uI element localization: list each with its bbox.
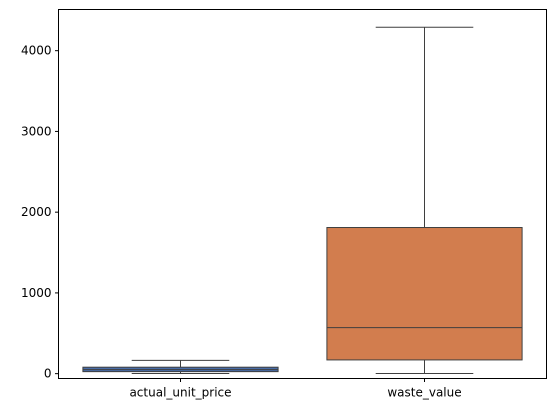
y-tick-label: 4000 <box>21 44 52 58</box>
x-tick-label: waste_value <box>387 386 461 400</box>
y-tick-label: 2000 <box>21 205 52 219</box>
plot-frame <box>58 9 547 379</box>
box-waste-value-iqr <box>326 227 523 361</box>
y-tick-label: 1000 <box>21 286 52 300</box>
x-tick-label: actual_unit_price <box>129 386 231 400</box>
y-tick-label: 0 <box>44 367 52 381</box>
y-tick-label: 3000 <box>21 124 52 138</box>
